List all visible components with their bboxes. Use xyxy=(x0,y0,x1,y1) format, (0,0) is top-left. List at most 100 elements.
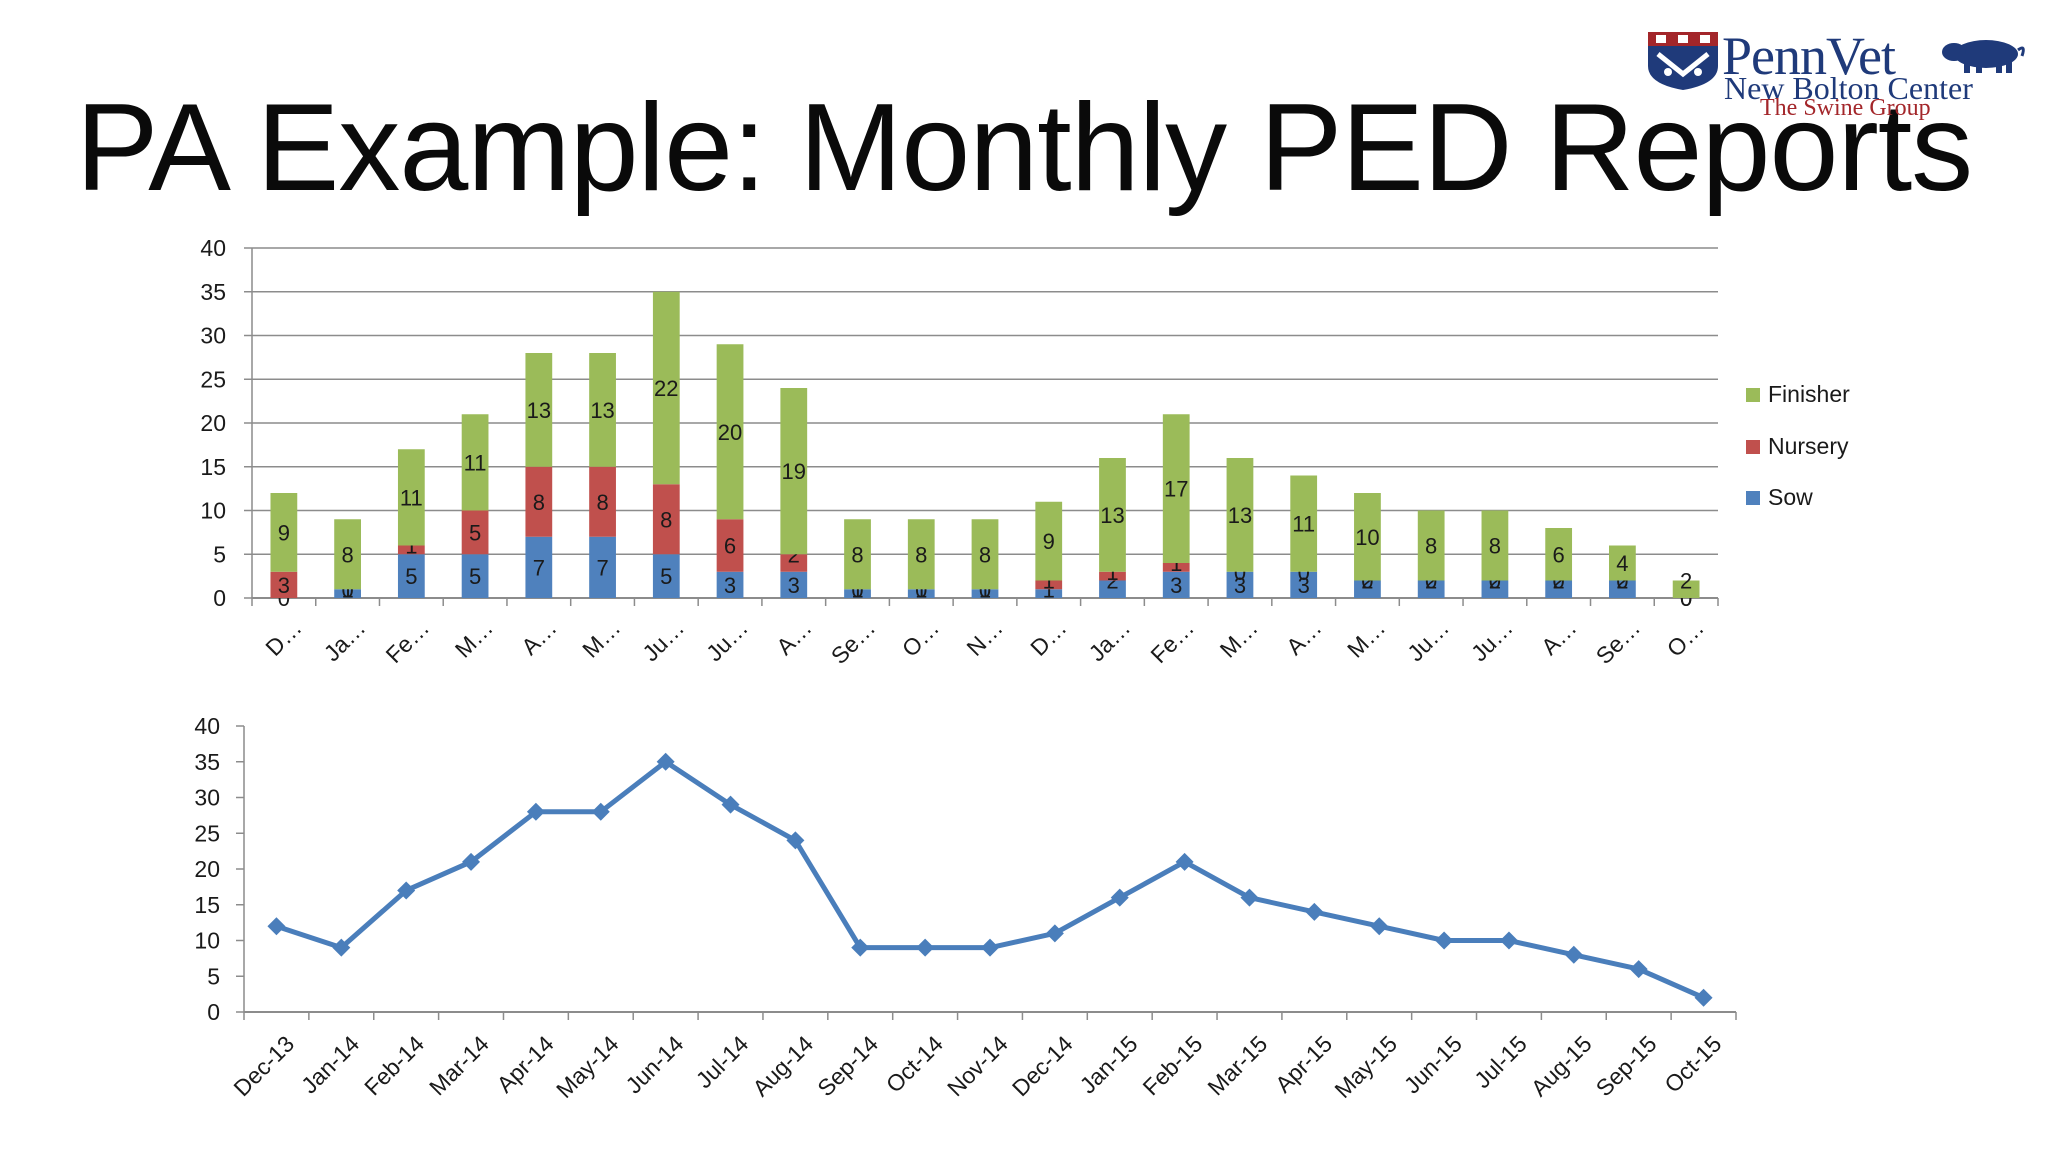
data-point xyxy=(851,938,870,957)
y-tick-label: 25 xyxy=(200,366,226,392)
data-label: 8 xyxy=(533,490,545,515)
x-tick-label: Oct-14 xyxy=(881,1030,948,1097)
data-point xyxy=(656,752,675,771)
data-label: 5 xyxy=(660,564,672,589)
bar-segment xyxy=(716,571,744,598)
x-tick-label: Feb-15 xyxy=(1138,1030,1208,1100)
pig-icon xyxy=(1942,40,2025,73)
bar-segment xyxy=(1545,528,1573,581)
bar-segment xyxy=(1545,580,1573,598)
y-tick-label: 35 xyxy=(194,749,220,775)
bar-segment xyxy=(589,536,616,598)
data-point xyxy=(786,831,805,850)
data-point xyxy=(332,938,351,957)
y-tick-label: 20 xyxy=(200,410,226,436)
logo-name: PennVet xyxy=(1722,26,1896,86)
bar-segment xyxy=(1290,571,1318,598)
bar-segment xyxy=(397,545,425,555)
y-tick-label: 5 xyxy=(207,963,220,989)
bar-segment xyxy=(1481,580,1509,598)
bar-segment xyxy=(652,484,680,555)
data-point xyxy=(1694,988,1713,1007)
pennvet-logo: PennVet New Bolton Center The Swine Grou… xyxy=(1640,28,2040,124)
x-tick-label: Oct-15 xyxy=(1659,1030,1726,1097)
data-label: 5 xyxy=(469,520,481,545)
data-point xyxy=(916,938,935,957)
data-label: 19 xyxy=(782,459,806,484)
series-line xyxy=(275,759,1705,1000)
y-tick-label: 10 xyxy=(194,928,220,954)
y-tick-label: 10 xyxy=(200,498,226,524)
x-tick-label: Aug-15 xyxy=(1526,1030,1597,1101)
data-point xyxy=(462,852,481,871)
bar-segment xyxy=(907,519,935,590)
data-label: 3 xyxy=(724,573,736,598)
data-label: 6 xyxy=(724,534,736,559)
logo-group: The Swine Group xyxy=(1760,95,1931,121)
y-tick-label: 25 xyxy=(194,820,220,846)
data-label: 3 xyxy=(1298,573,1310,598)
x-tick-label: Dec-14 xyxy=(1007,1030,1078,1101)
bar-segment xyxy=(716,344,744,520)
x-tick-label: Aug-14 xyxy=(747,1030,818,1101)
data-point xyxy=(267,917,286,936)
data-point xyxy=(721,795,740,814)
legend-swatch xyxy=(1746,440,1760,454)
data-label: 6 xyxy=(1553,542,1565,567)
bar-segment xyxy=(971,589,999,598)
bar-segment xyxy=(1354,493,1381,581)
bar-segment xyxy=(525,466,553,537)
bar-segment xyxy=(589,466,616,537)
penn-shield-icon xyxy=(1648,32,1718,90)
x-tick-label: Jun-15 xyxy=(1399,1030,1467,1098)
bar-segment xyxy=(525,353,553,467)
bar-segment xyxy=(525,536,553,598)
data-label: 8 xyxy=(915,542,927,567)
data-label: 5 xyxy=(469,564,481,589)
legend-label: Nursery xyxy=(1768,433,1849,459)
x-tick-label: Jan-14 xyxy=(296,1030,364,1098)
data-point xyxy=(1045,924,1064,943)
data-label: 3 xyxy=(1170,573,1182,598)
legend-swatch xyxy=(1746,388,1760,402)
x-tick-label: Sep-14 xyxy=(812,1030,883,1101)
bar-segment xyxy=(270,493,298,572)
bar-segment xyxy=(844,519,871,590)
x-tick-label: Jul-14 xyxy=(691,1030,754,1093)
data-label: 9 xyxy=(278,520,290,545)
bar-segment xyxy=(907,589,935,598)
data-label: 11 xyxy=(464,450,487,475)
bar-segment xyxy=(1162,571,1190,598)
bar-segment xyxy=(1035,580,1063,590)
data-point xyxy=(1240,888,1259,907)
legend-label: Sow xyxy=(1768,484,1813,510)
x-tick-label: Jul-15 xyxy=(1469,1030,1532,1093)
logo-subtitle: New Bolton Center xyxy=(1724,70,1973,106)
legend-label: Finisher xyxy=(1768,381,1850,407)
bar-segment xyxy=(1162,563,1190,572)
x-tick-label: Dec-13 xyxy=(228,1030,299,1101)
y-tick-label: 0 xyxy=(207,999,220,1025)
bar-segment xyxy=(1035,589,1063,598)
data-label: 7 xyxy=(533,555,545,580)
data-label: 8 xyxy=(1425,534,1437,559)
bar-segment xyxy=(652,291,680,485)
bar-segment xyxy=(1290,475,1318,572)
data-label: 3 xyxy=(788,573,800,598)
data-label: 13 xyxy=(1100,503,1124,528)
data-label: 8 xyxy=(979,542,991,567)
y-tick-label: 20 xyxy=(194,856,220,882)
y-tick-label: 5 xyxy=(213,541,226,567)
data-label: 10 xyxy=(1355,525,1379,550)
x-tick-label: Jun-14 xyxy=(620,1030,688,1098)
bar-segment xyxy=(844,589,871,598)
data-label: 20 xyxy=(718,420,742,445)
data-label: 7 xyxy=(596,555,608,580)
x-tick-label: Mar-14 xyxy=(424,1030,494,1100)
bar-segment xyxy=(461,414,489,511)
y-tick-label: 0 xyxy=(213,585,226,611)
data-point xyxy=(1629,960,1648,979)
data-point xyxy=(981,938,999,957)
bar-segment xyxy=(1162,414,1190,563)
data-label: 13 xyxy=(590,398,614,423)
